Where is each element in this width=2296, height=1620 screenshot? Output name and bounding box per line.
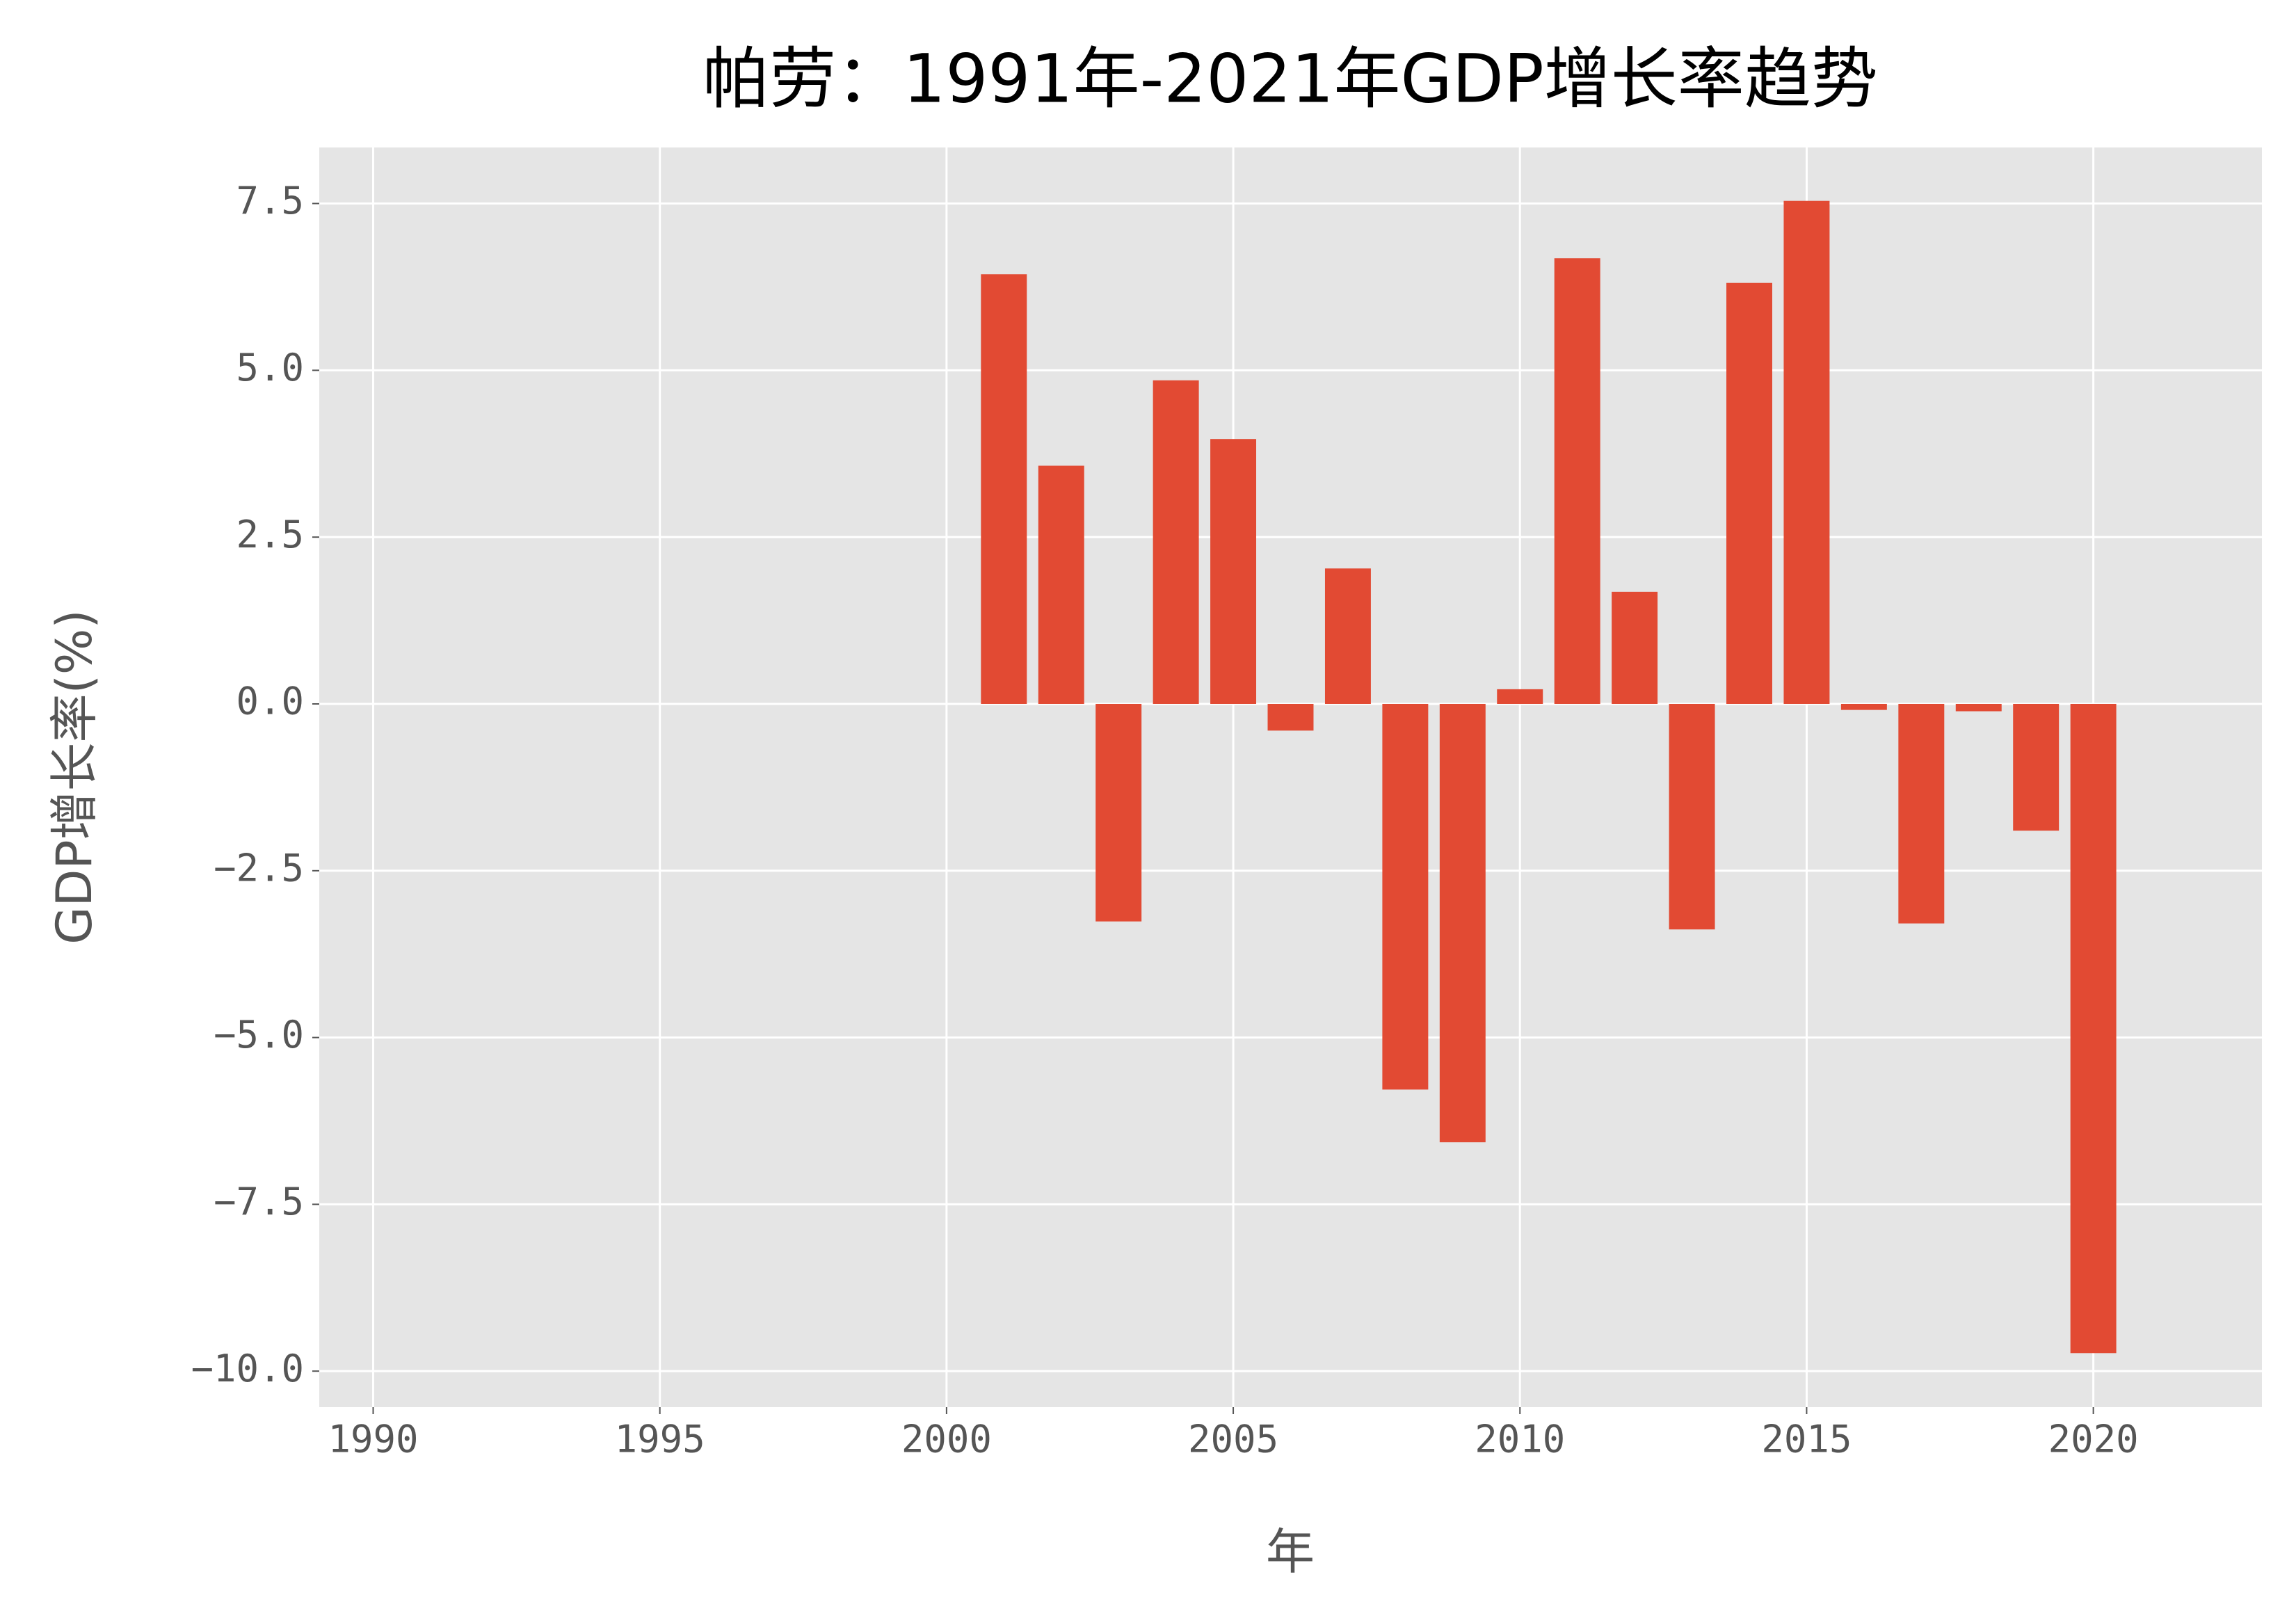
y-axis-label: GDP增长率(%) [46,609,103,945]
bar [1554,258,1600,704]
bar [1955,703,2002,712]
bar [1783,200,1830,704]
y-tick-label: 5.0 [236,346,304,390]
x-tick-label: 1990 [328,1418,418,1461]
bar [1497,689,1543,704]
y-tick-label: 7.5 [236,179,304,223]
plot-area [319,147,2262,1407]
y-tick-label: 0.0 [236,680,304,723]
bar [2070,703,2117,1354]
x-tick-label: 2020 [2048,1418,2139,1461]
bar [1095,703,1142,922]
bar [1439,703,1486,1143]
chart-title: 帕劳：1991年-2021年GDP增长率趋势 [703,40,1877,118]
x-tick-label: 2005 [1188,1418,1278,1461]
bar [1038,465,1084,704]
bar [2013,703,2060,831]
x-tick-label: 2015 [1761,1418,1852,1461]
y-tick-label: −2.5 [214,846,304,890]
x-tick-label: 2000 [901,1418,992,1461]
bar [1153,380,1199,704]
x-tick-label: 1995 [615,1418,705,1461]
bar [1898,703,1945,924]
bar [1726,282,1772,704]
bar [1382,703,1429,1090]
bar [981,274,1027,704]
bar [1840,703,1887,710]
y-tick-label: −7.5 [214,1180,304,1224]
x-tick-label: 2010 [1475,1418,1565,1461]
y-tick-label: −10.0 [191,1347,304,1390]
x-axis-label: 年 [1266,1523,1315,1580]
bar [1324,568,1371,704]
bar [1267,703,1314,731]
y-tick-label: −5.0 [214,1013,304,1057]
bar [1612,591,1658,704]
bar [1669,703,1715,930]
bar [1210,439,1257,704]
y-tick-label: 2.5 [236,513,304,556]
